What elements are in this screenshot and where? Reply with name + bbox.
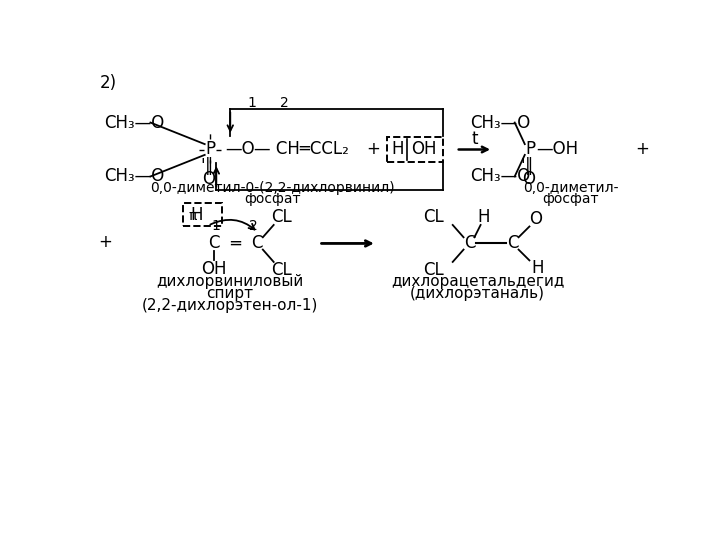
Text: фосфат: фосфат (542, 192, 599, 206)
Text: +: + (99, 233, 112, 251)
Text: H: H (392, 140, 404, 159)
Text: ': ' (520, 158, 525, 176)
Text: ‖: ‖ (525, 158, 533, 176)
Text: фосфат: фосфат (244, 192, 300, 206)
Text: 1: 1 (211, 219, 220, 233)
Text: CH₃—O: CH₃—O (104, 113, 164, 132)
Text: (дихлорэтаналь): (дихлорэтаналь) (410, 286, 545, 301)
Text: 2: 2 (249, 219, 258, 233)
Text: C: C (208, 234, 220, 252)
Text: P: P (525, 140, 535, 159)
Text: C: C (251, 234, 262, 252)
Text: CL: CL (271, 261, 292, 279)
Text: H: H (477, 208, 490, 226)
Bar (183, 202, 222, 226)
Text: ': ' (200, 158, 204, 176)
Text: O: O (522, 170, 535, 188)
Text: CL: CL (423, 208, 444, 226)
Text: +: + (635, 140, 649, 159)
Text: C: C (507, 234, 518, 252)
Text: P: P (205, 140, 215, 159)
Text: O: O (202, 170, 215, 188)
Text: дихлорацетальдегид: дихлорацетальдегид (391, 274, 564, 289)
Text: спирт: спирт (206, 286, 253, 301)
Text: CL: CL (423, 261, 444, 279)
Text: CL: CL (271, 208, 292, 226)
Text: дихлорвиниловый: дихлорвиниловый (156, 274, 303, 289)
Text: —OH: —OH (536, 140, 579, 159)
Text: H: H (531, 259, 544, 277)
Text: O: O (529, 210, 542, 228)
Text: CH₃—O: CH₃—O (469, 113, 530, 132)
Text: CH₃—O: CH₃—O (469, 167, 530, 185)
Text: 0,0-диметил-: 0,0-диметил- (523, 181, 618, 195)
Bar (387, 137, 443, 162)
Text: CH₃—O: CH₃—O (104, 167, 164, 185)
Text: 0,0-диметил-0-(2,2-дихлорвинил): 0,0-диметил-0-(2,2-дихлорвинил) (150, 181, 395, 195)
Text: t: t (471, 130, 477, 148)
Text: π: π (188, 210, 197, 224)
Text: —O: —O (225, 140, 256, 159)
Text: — CH═CCL₂: — CH═CCL₂ (253, 140, 348, 159)
Text: 2): 2) (99, 74, 117, 92)
Text: H: H (191, 206, 203, 224)
Text: ‖: ‖ (204, 158, 212, 176)
Text: OH: OH (411, 140, 437, 159)
Text: C: C (464, 234, 475, 252)
Text: (2,2-дихлорэтен-ол-1): (2,2-дихлорэтен-ол-1) (141, 298, 318, 313)
Text: OH: OH (202, 260, 227, 278)
Text: ═: ═ (230, 234, 240, 252)
Text: 2: 2 (280, 96, 289, 110)
Text: 1: 1 (248, 96, 256, 110)
Text: +: + (366, 140, 380, 159)
